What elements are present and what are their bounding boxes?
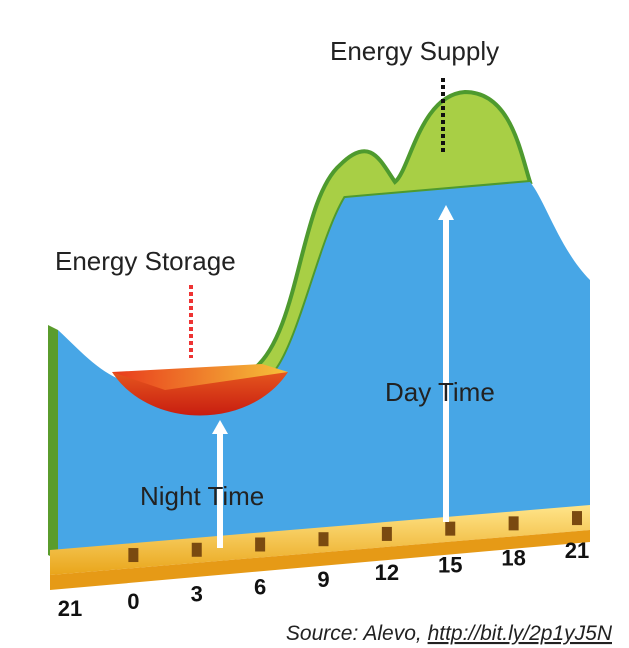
arrows <box>212 205 454 548</box>
hour-label: 18 <box>501 545 525 570</box>
hour-label: 3 <box>191 582 203 607</box>
storage-label: Energy Storage <box>55 246 236 276</box>
hour-label: 0 <box>127 589 139 614</box>
hour-label: 6 <box>254 574 266 599</box>
notch <box>255 537 266 552</box>
notch <box>191 542 202 557</box>
hours: 21 0 3 6 9 12 15 18 21 <box>58 538 589 621</box>
hour-label: 15 <box>438 553 462 578</box>
supply-label: Energy Supply <box>330 36 499 66</box>
hour-label: 9 <box>317 567 329 592</box>
base-bottom <box>50 530 590 590</box>
source-text: Source: Alevo, <box>286 622 428 645</box>
hour-label: 21 <box>58 596 82 621</box>
left-edge <box>48 325 58 560</box>
night-label: Night Time <box>140 481 264 511</box>
notch <box>445 521 456 536</box>
storage-top <box>112 364 288 390</box>
blue-area <box>58 182 590 560</box>
source: Source: Alevo, http://bit.ly/2p1yJ5N <box>286 622 613 645</box>
hour-label: 21 <box>565 538 589 563</box>
notch <box>318 532 329 547</box>
notch <box>508 516 519 531</box>
notches <box>128 511 582 563</box>
notch <box>128 548 139 563</box>
notch <box>381 526 392 541</box>
hour-label: 12 <box>375 560 399 585</box>
source-link[interactable]: http://bit.ly/2p1yJ5N <box>428 622 613 645</box>
notch <box>572 511 582 526</box>
day-label: Day Time <box>385 377 495 407</box>
